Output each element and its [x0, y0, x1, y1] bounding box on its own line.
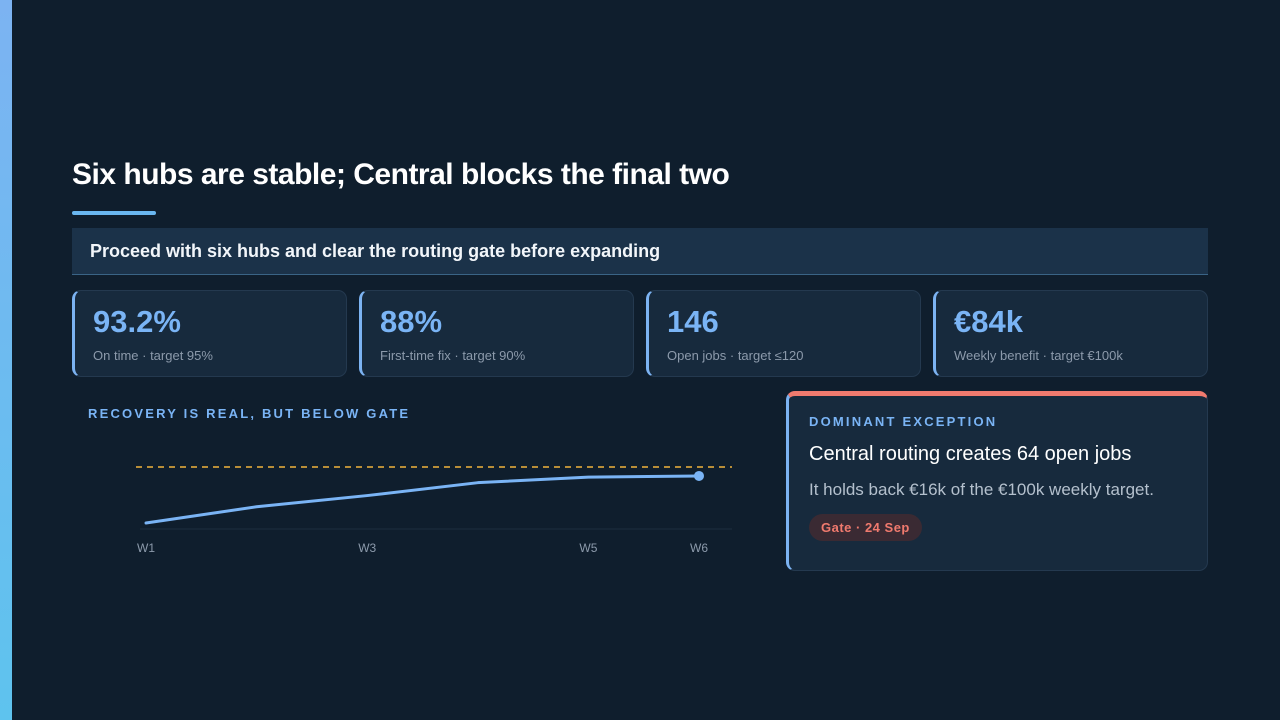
kpi-value: 146 [667, 304, 719, 339]
recommendation-banner: Proceed with six hubs and clear the rout… [72, 228, 1208, 275]
title-underline [72, 211, 156, 215]
kpi-value: 93.2% [93, 304, 181, 339]
x-tick-label: W1 [137, 541, 155, 555]
exception-title: Central routing creates 64 open jobs [809, 443, 1132, 465]
exception-eyebrow: DOMINANT EXCEPTION [809, 414, 998, 429]
x-tick-label: W3 [358, 541, 376, 555]
slide-title: Six hubs are stable; Central blocks the … [72, 158, 730, 191]
kpi-label: Open jobs · target ≤120 [667, 348, 804, 363]
kpi-card-weekly-benefit: €84k Weekly benefit · target €100k [933, 290, 1208, 377]
series-line [144, 474, 701, 525]
gate-badge: Gate · 24 Sep [809, 514, 922, 541]
kpi-label: Weekly benefit · target €100k [954, 348, 1123, 363]
kpi-row: 93.2% On time · target 95% 88% First-tim… [72, 290, 1208, 377]
kpi-label: On time · target 95% [93, 348, 213, 363]
series-endpoint-point [694, 470, 704, 481]
chart-heading: RECOVERY IS REAL, BUT BELOW GATE [88, 406, 411, 421]
exception-body: It holds back €16k of the €100k weekly t… [809, 480, 1154, 499]
x-tick-label: W6 [690, 541, 708, 555]
recommendation-text: Proceed with six hubs and clear the rout… [90, 240, 661, 261]
kpi-card-on-time: 93.2% On time · target 95% [72, 290, 347, 377]
kpi-value: €84k [954, 304, 1023, 339]
kpi-card-open-jobs: 146 Open jobs · target ≤120 [646, 290, 921, 377]
recovery-line-chart: W1 W3 W5 W6 [136, 466, 732, 555]
kpi-card-first-time-fix: 88% First-time fix · target 90% [359, 290, 634, 377]
exception-card: DOMINANT EXCEPTION Central routing creat… [786, 391, 1208, 571]
x-tick-label: W5 [579, 541, 597, 555]
kpi-label: First-time fix · target 90% [380, 348, 526, 363]
accent-bar [0, 0, 12, 720]
kpi-value: 88% [380, 304, 443, 339]
